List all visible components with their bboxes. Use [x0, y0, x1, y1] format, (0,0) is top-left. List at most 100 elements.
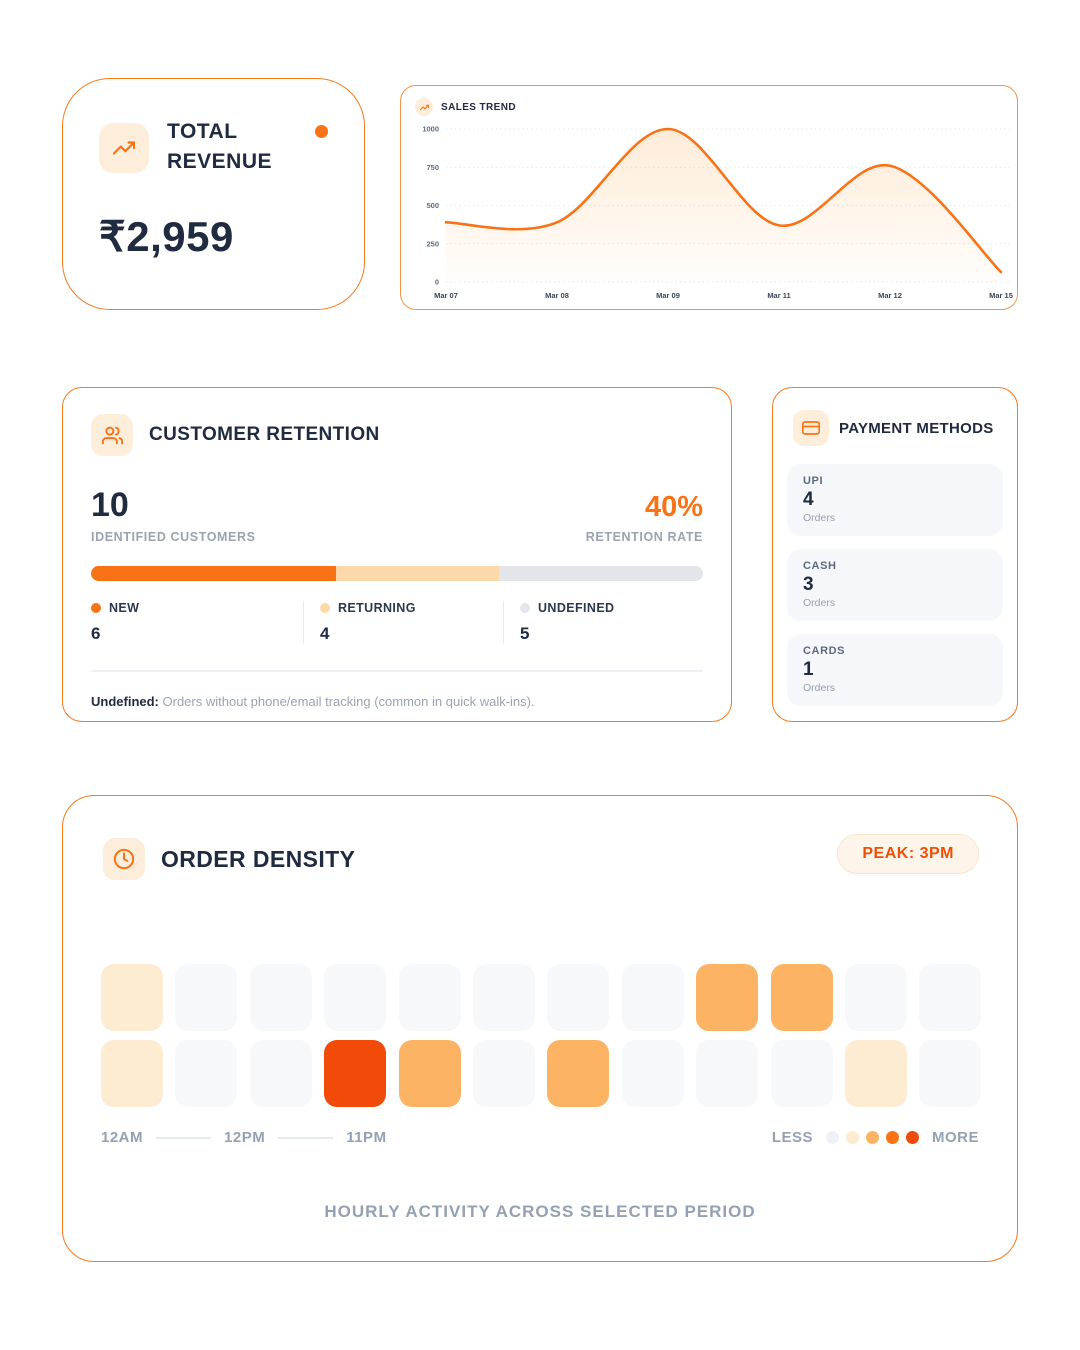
legend-scale-dot — [866, 1131, 879, 1144]
legend-more-label: MORE — [932, 1129, 979, 1146]
undefined-dot-icon — [519, 603, 530, 613]
sales-trend-chart[interactable]: 0 250 500 750 1000 Mar 07 Mar 08 Mar 09 Mar 11 Ma… — [401, 86, 1019, 311]
payment-method-cash: CASH 3 Orders — [787, 549, 1003, 621]
sales-trend-title: SALES TREND — [441, 101, 516, 113]
legend-scale-dot — [846, 1131, 859, 1144]
heatmap-cell[interactable] — [249, 1040, 312, 1107]
legend-new: NEW 6 — [91, 601, 303, 644]
hour-axis: 12AM 12PM 11PM — [101, 1129, 981, 1146]
revenue-value: ₹2,959 — [99, 213, 234, 260]
heatmap-cell[interactable] — [696, 1040, 759, 1107]
clock-icon — [103, 838, 145, 880]
svg-text:Mar 12: Mar 12 — [878, 291, 902, 300]
svg-text:Mar 08: Mar 08 — [545, 291, 569, 300]
svg-text:Mar 11: Mar 11 — [767, 291, 790, 300]
axis-12pm: 12PM — [224, 1129, 266, 1146]
heatmap-cell[interactable] — [547, 1040, 610, 1107]
svg-text:0: 0 — [435, 278, 439, 287]
returning-label: RETURNING — [337, 601, 416, 615]
retention-title: CUSTOMER RETENTION — [149, 424, 380, 445]
svg-text:1000: 1000 — [422, 125, 439, 134]
undefined-label: UNDEFINED — [537, 601, 615, 615]
heatmap-cell[interactable] — [472, 1040, 535, 1107]
heatmap-cell[interactable] — [398, 1040, 461, 1107]
sales-trend-card: 0 250 500 750 1000 Mar 07 Mar 08 Mar 09 Mar 11 Ma… — [400, 85, 1018, 310]
retention-footnote: Undefined: Orders without phone/email tr… — [91, 694, 703, 709]
progress-segment-new — [91, 566, 336, 581]
heatmap-cell[interactable] — [919, 1040, 982, 1107]
returning-value: 4 — [319, 624, 330, 643]
legend-dots — [826, 1131, 919, 1144]
svg-text:750: 750 — [426, 163, 439, 172]
svg-text:500: 500 — [426, 201, 439, 210]
payment-methods-title: PAYMENT METHODS — [839, 419, 994, 437]
identified-customers-label: IDENTIFIED CUSTOMERS — [91, 530, 256, 544]
retention-rate-label: RETENTION RATE — [585, 530, 703, 544]
new-label: NEW — [109, 601, 140, 615]
heatmap-cell[interactable] — [324, 964, 387, 1031]
trending-up-icon — [99, 123, 149, 173]
heatmap-cell[interactable] — [770, 1040, 833, 1107]
revenue-title: TOTAL REVENUE — [167, 120, 273, 174]
heatmap-cell[interactable] — [770, 964, 833, 1031]
heatmap-cell[interactable] — [696, 964, 759, 1031]
upi-unit: Orders — [803, 511, 836, 524]
legend-scale-dot — [906, 1131, 919, 1144]
legend-returning: RETURNING 4 — [302, 601, 503, 644]
svg-text:250: 250 — [426, 239, 439, 248]
cash-value: 3 — [803, 574, 814, 595]
progress-segment-returning — [335, 566, 499, 581]
heatmap-cell[interactable] — [844, 964, 907, 1031]
axis-line — [156, 1136, 212, 1139]
cash-label: CASH — [803, 560, 837, 572]
heatmap-cell[interactable] — [101, 1040, 163, 1107]
svg-text:Mar 07: Mar 07 — [434, 291, 458, 300]
cards-label: CARDS — [803, 645, 846, 657]
heatmap-cell[interactable] — [547, 964, 610, 1031]
legend-scale-dot — [886, 1131, 899, 1144]
new-value: 6 — [91, 624, 101, 643]
order-density-title: ORDER DENSITY — [161, 845, 356, 872]
payment-method-cards: CARDS 1 Orders — [787, 634, 1003, 706]
peak-badge: PEAK: 3PM — [837, 834, 979, 874]
footnote-term: Undefined: — [91, 693, 159, 709]
axis-line — [278, 1136, 334, 1139]
heatmap-cell[interactable] — [621, 964, 684, 1031]
identified-customers-value: 10 — [91, 486, 129, 524]
svg-text:Mar 09: Mar 09 — [656, 291, 680, 300]
progress-segment-undefined — [498, 566, 703, 581]
retention-legend: NEW 6 RETURNING 4 UNDEFINED 5 — [91, 601, 703, 644]
cards-unit: Orders — [803, 681, 836, 694]
payment-method-upi: UPI 4 Orders — [787, 464, 1003, 536]
cash-unit: Orders — [803, 596, 836, 609]
heatmap-cell[interactable] — [175, 964, 238, 1031]
divider — [91, 670, 703, 672]
density-caption: HOURLY ACTIVITY ACROSS SELECTED PERIOD — [324, 1202, 756, 1221]
density-legend: LESS MORE — [772, 1129, 979, 1146]
heatmap-cell[interactable] — [101, 964, 163, 1031]
undefined-value: 5 — [519, 624, 530, 643]
heatmap-cell[interactable] — [249, 964, 312, 1031]
heatmap-cell[interactable] — [621, 1040, 684, 1107]
axis-11pm: 11PM — [346, 1129, 387, 1146]
heatmap-cell[interactable] — [175, 1040, 238, 1107]
heatmap-cell[interactable] — [472, 964, 535, 1031]
trend-mini-icon — [415, 98, 433, 116]
retention-progress-bar — [91, 566, 703, 581]
upi-value: 4 — [803, 489, 814, 510]
heatmap-cell[interactable] — [324, 1040, 387, 1107]
heatmap-cell[interactable] — [398, 964, 461, 1031]
upi-label: UPI — [803, 475, 824, 487]
footnote-text: Orders without phone/email tracking (com… — [158, 693, 535, 709]
total-revenue-card: TOTAL REVENUE ₹2,959 — [62, 78, 365, 310]
legend-scale-dot — [826, 1131, 839, 1144]
order-density-grid — [101, 964, 982, 1107]
legend-less-label: LESS — [771, 1129, 813, 1146]
heatmap-cell[interactable] — [919, 964, 982, 1031]
returning-dot-icon — [319, 603, 330, 613]
heatmap-cell[interactable] — [844, 1040, 907, 1107]
status-dot — [315, 125, 328, 138]
customer-retention-card: CUSTOMER RETENTION 10 IDENTIFIED CUSTOME… — [62, 387, 732, 722]
credit-card-icon — [793, 410, 829, 446]
